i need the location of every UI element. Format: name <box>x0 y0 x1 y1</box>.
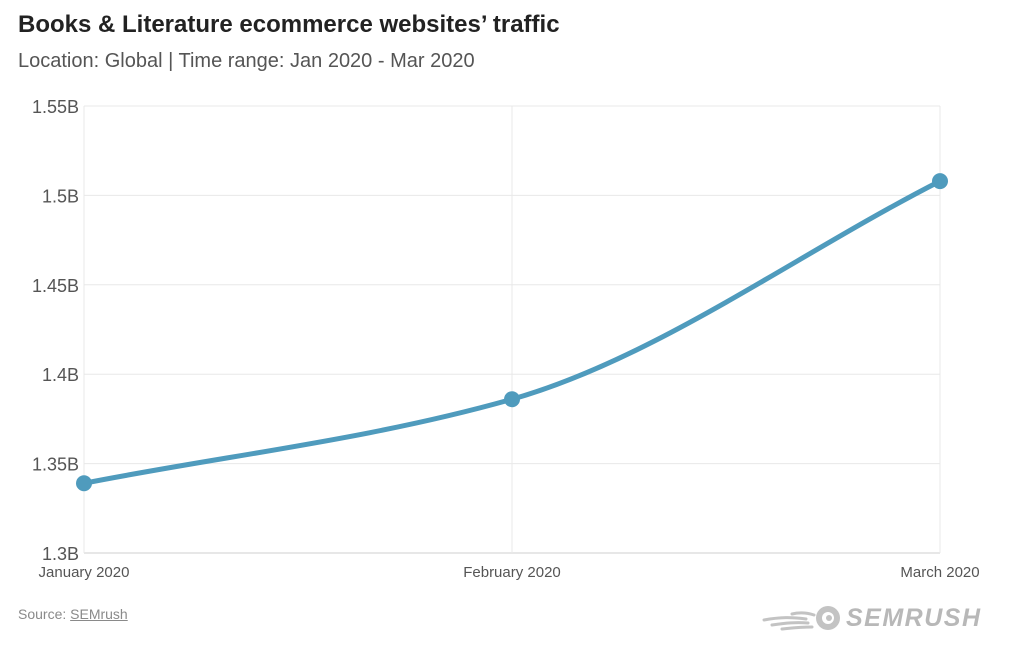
data-point[interactable] <box>76 475 92 492</box>
source-link[interactable]: SEMrush <box>70 606 128 622</box>
data-point[interactable] <box>932 173 948 190</box>
source-note: Source: SEMrush <box>18 606 128 622</box>
x-tick-label: March 2020 <box>900 564 979 581</box>
x-axis-labels: January 2020 February 2020 March 2020 <box>39 564 980 581</box>
source-prefix: Source: <box>18 606 71 622</box>
y-axis-labels: 1.3B 1.35B 1.4B 1.45B 1.5B 1.55B <box>32 97 79 564</box>
y-tick-label: 1.45B <box>32 276 79 296</box>
data-points <box>76 173 948 492</box>
brand-name: SEMRUSH <box>846 604 982 632</box>
data-point[interactable] <box>504 391 520 408</box>
y-tick-label: 1.3B <box>42 544 79 564</box>
fireball-icon <box>762 606 840 631</box>
y-tick-label: 1.5B <box>42 186 79 206</box>
y-tick-label: 1.55B <box>32 97 79 117</box>
chart-subtitle: Location: Global | Time range: Jan 2020 … <box>18 50 475 72</box>
line-chart: 1.3B 1.35B 1.4B 1.45B 1.5B 1.55B January 2020… <box>32 97 980 581</box>
brand-logo: SEMRUSH <box>762 600 994 634</box>
x-tick-label: February 2020 <box>463 564 561 581</box>
grid-lines <box>83 105 941 554</box>
y-tick-label: 1.35B <box>32 455 79 475</box>
y-tick-label: 1.4B <box>42 365 79 385</box>
x-tick-label: January 2020 <box>39 564 130 581</box>
chart-title: Books & Literature ecommerce websites’ t… <box>18 11 560 38</box>
